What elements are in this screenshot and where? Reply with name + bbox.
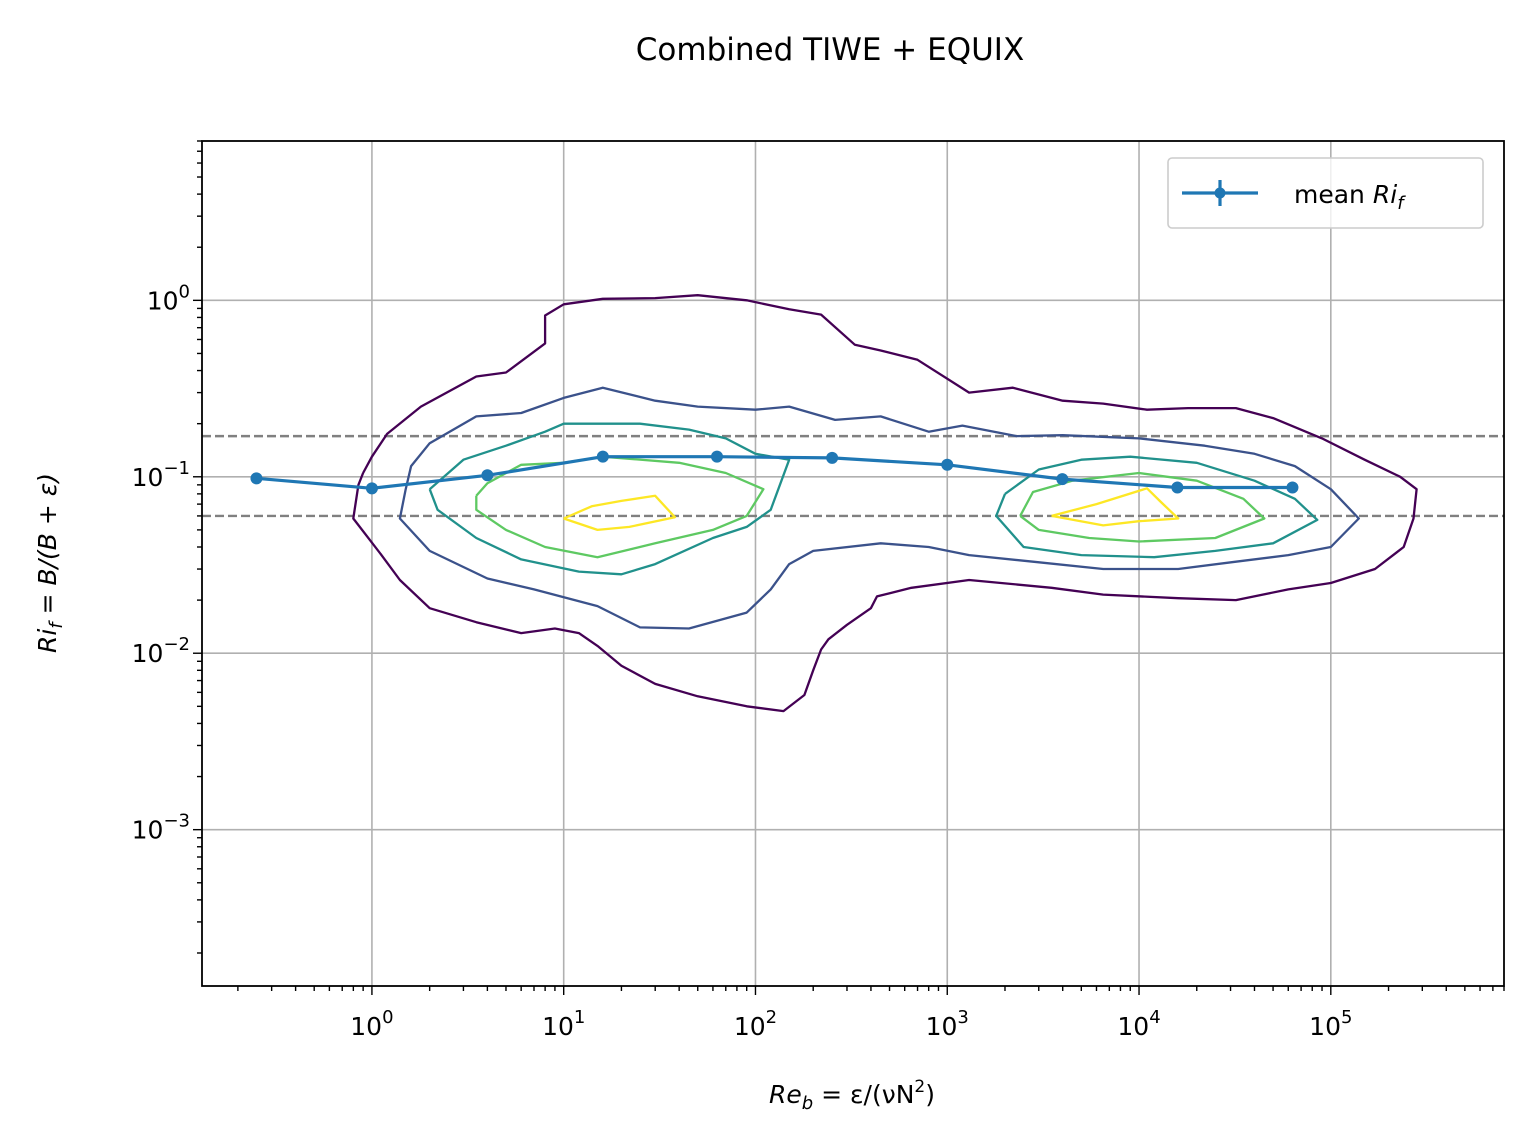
y-gridlines	[202, 299, 1504, 831]
legend: mean Rif	[1167, 157, 1484, 229]
mean-point	[365, 482, 378, 495]
contour-level-3	[428, 422, 791, 576]
mean-point	[1171, 481, 1184, 494]
chart-title: Combined TIWE + EQUIX	[636, 32, 1024, 68]
mean-point	[1286, 481, 1299, 494]
legend-label: mean Rif	[1294, 180, 1406, 214]
mean-point	[250, 472, 263, 485]
y-axis-label: Rif = B/(B + ε)	[33, 473, 67, 653]
y-tick-label: 100	[147, 281, 190, 315]
x-tick-label: 101	[542, 1007, 585, 1041]
x-tick-label: 100	[350, 1007, 393, 1041]
contour-level-5	[1051, 487, 1180, 527]
x-tick-label: 103	[926, 1007, 969, 1041]
y-tick-label: 10−1	[132, 458, 190, 492]
mean-point	[481, 469, 494, 482]
mean-point	[826, 451, 839, 464]
contour-level-4	[1019, 471, 1266, 543]
mean-point	[1056, 473, 1069, 486]
y-axis-ticks: 10−3 10−2 10−1 100	[132, 140, 202, 954]
mean-point	[710, 450, 723, 463]
mean-point	[596, 450, 609, 463]
x-axis-ticks: 100 101 102 103 104 105	[237, 986, 1505, 1041]
legend-box	[1167, 157, 1484, 229]
contour-level-4	[475, 455, 765, 559]
density-contours	[352, 294, 1418, 713]
x-tick-label: 102	[734, 1007, 777, 1041]
y-tick-label: 10−2	[132, 634, 190, 668]
contour-level-3	[995, 455, 1319, 559]
mean-series-line	[256, 455, 1293, 490]
x-axis-label: Reb = ε/(νN2)	[769, 1077, 935, 1114]
contour-level-2	[398, 386, 1360, 630]
x-gridlines	[371, 141, 1332, 986]
x-tick-label: 104	[1117, 1007, 1160, 1041]
plot-frame	[201, 140, 1505, 987]
mean-point	[941, 458, 954, 471]
reference-lines	[202, 434, 1504, 518]
legend-point-marker	[1214, 187, 1226, 199]
contour-level-5	[563, 494, 677, 532]
y-tick-label: 10−3	[132, 811, 190, 845]
x-tick-label: 105	[1309, 1007, 1352, 1041]
mean-series	[250, 450, 1299, 495]
contour-level-1	[352, 294, 1418, 713]
